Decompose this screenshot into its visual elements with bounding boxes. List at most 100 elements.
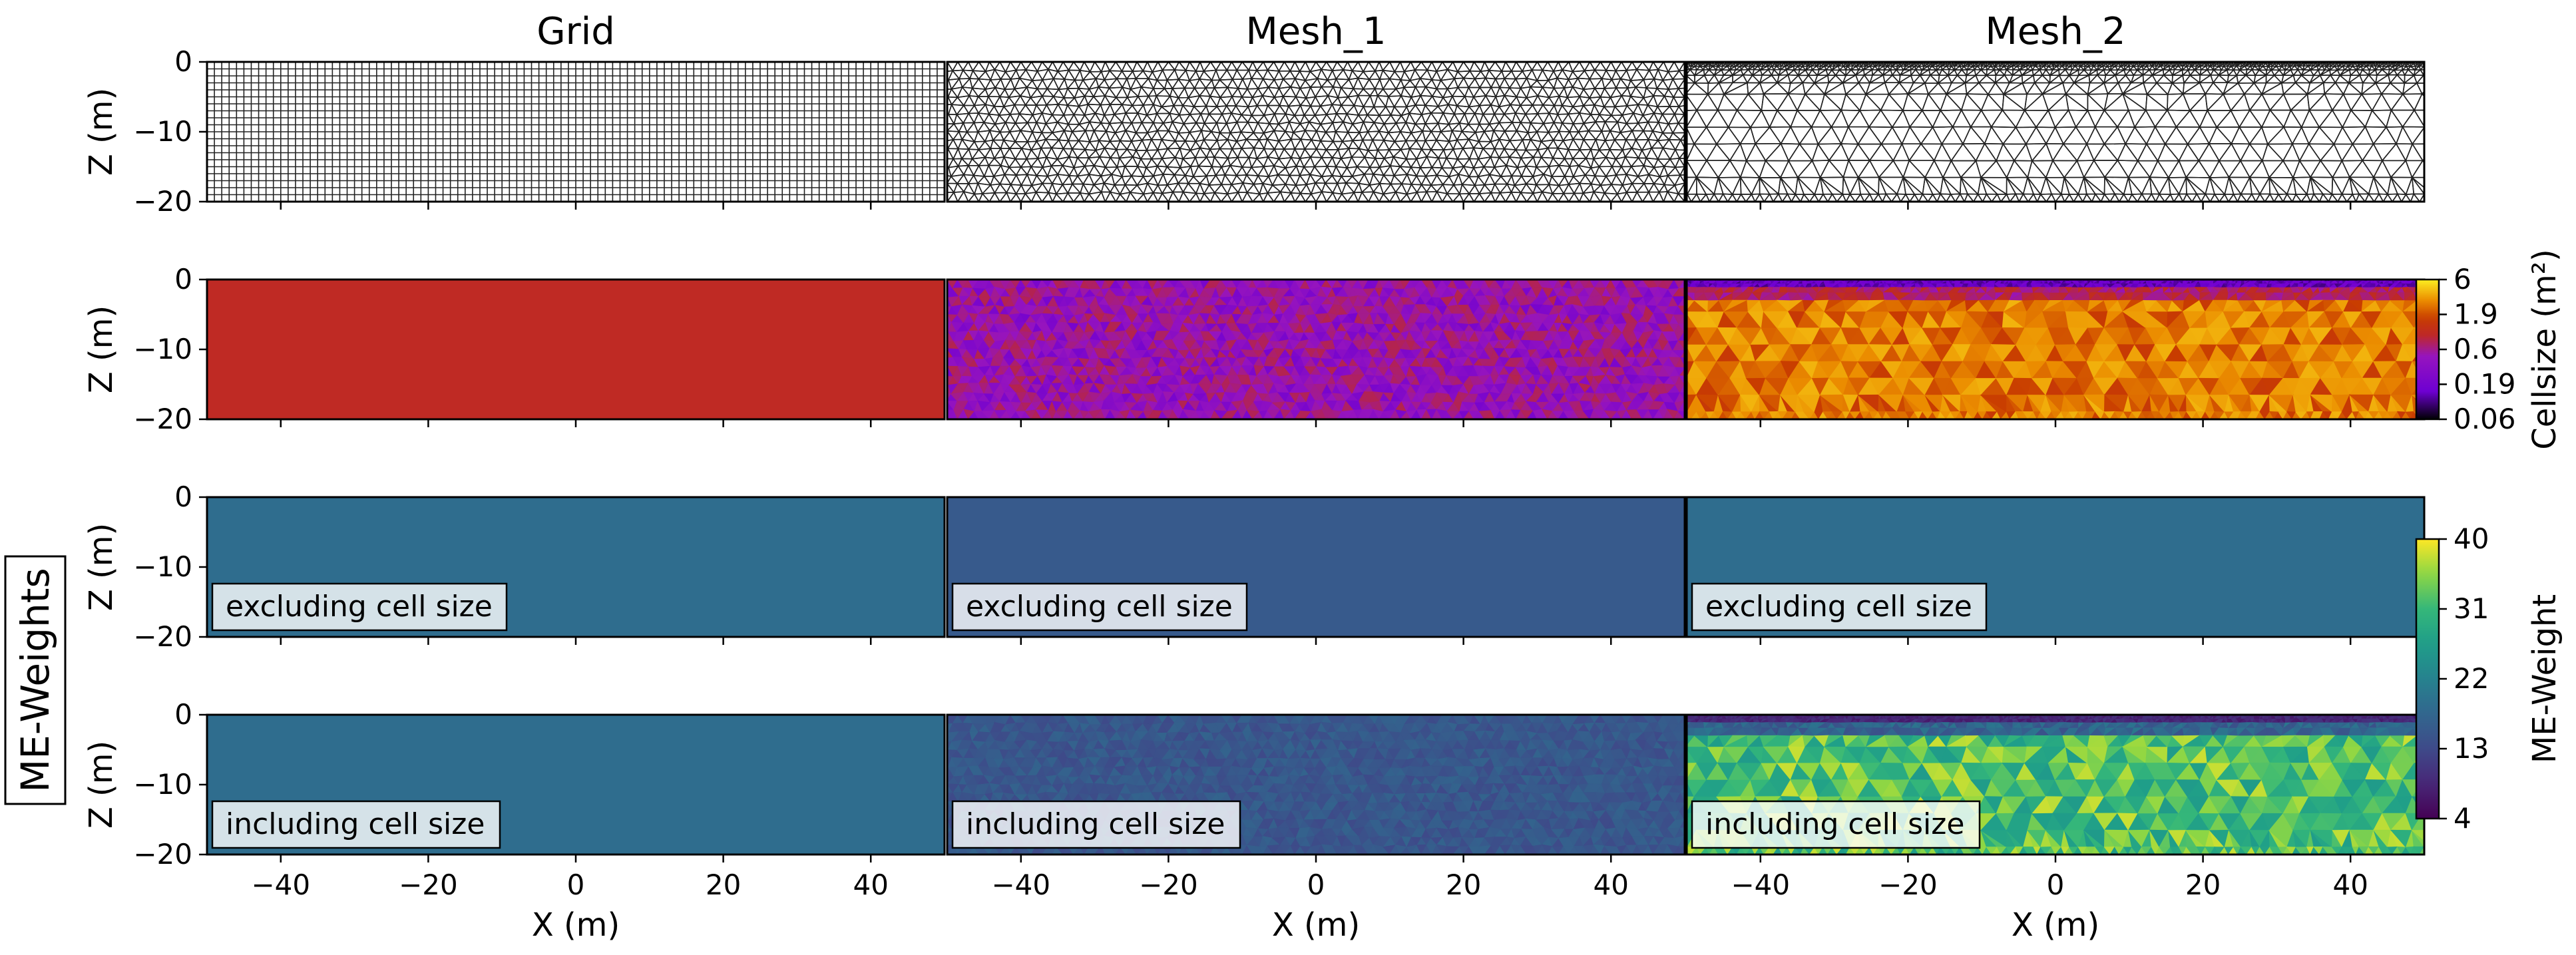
mesh-cell (1044, 132, 1060, 141)
mesh-cell (1594, 62, 1608, 71)
mesh-cell (1715, 126, 1742, 145)
mesh-cell (1189, 113, 1202, 124)
mesh-cell (1253, 138, 1265, 150)
mesh-cell (2077, 69, 2091, 77)
mesh-cell (1642, 69, 1655, 81)
mesh-cell (2436, 144, 2454, 161)
mesh-cell (2272, 69, 2285, 76)
mesh-cell (1209, 62, 1222, 71)
mesh-cell (1902, 159, 1926, 178)
mesh-cell (1362, 88, 1377, 97)
mesh-cell (1382, 191, 1397, 202)
mesh-cell (2195, 193, 2207, 202)
mesh-cell (1605, 62, 1617, 72)
mesh-cell (947, 182, 949, 184)
mesh-cell (1124, 112, 1139, 124)
mesh-cell (992, 174, 1006, 185)
mesh-cell (1796, 93, 1822, 111)
mesh-cell (1064, 79, 1076, 90)
mesh-cell (2273, 193, 2284, 202)
panel-cells-0-2 (1687, 62, 2454, 202)
mesh-cell (1304, 130, 1318, 141)
mesh-cell (984, 69, 996, 81)
mesh-cell (1687, 109, 1708, 128)
mesh-cell (1822, 193, 1833, 202)
mesh-cell (1362, 78, 1377, 90)
mesh-cell (1648, 69, 1659, 81)
mesh-cell (1377, 139, 1391, 151)
mesh-cell (1910, 69, 1922, 77)
mesh-cell (1114, 184, 1126, 196)
mesh-cell (2154, 126, 2177, 145)
mesh-cell (2208, 143, 2233, 162)
mesh-cell (1181, 191, 1197, 202)
mesh-cell (1135, 121, 1149, 134)
mesh-cell (2032, 193, 2041, 202)
mesh-cell (1625, 104, 1639, 114)
mesh-cell (1026, 122, 1038, 134)
mesh-cell (1179, 147, 1191, 160)
mesh-cell (1650, 147, 1664, 160)
mesh-cell (1562, 192, 1576, 202)
mesh-cell (1293, 148, 1306, 160)
mesh-cell (2416, 74, 2424, 84)
mesh-cell (1880, 109, 1904, 128)
mesh-cell (1587, 130, 1603, 140)
mesh-cell (1235, 96, 1249, 108)
mesh-cell (2373, 192, 2384, 202)
mesh-cell (2257, 69, 2267, 77)
mesh-cell (957, 95, 970, 106)
mesh-cell (1887, 81, 1909, 95)
mesh-cell (1562, 138, 1574, 151)
mesh-cell (1003, 174, 1018, 186)
mesh-cell (1390, 114, 1402, 124)
mesh-cell (2411, 143, 2424, 162)
mesh-cell (1116, 70, 1128, 80)
mesh-cell (2282, 82, 2309, 95)
mesh-cell (1856, 143, 1883, 162)
mesh-cell (1337, 87, 1349, 98)
mesh-cell (1241, 88, 1254, 98)
mesh-cell (1325, 62, 1338, 72)
mesh-cell (1509, 104, 1522, 114)
mesh-cell (2368, 193, 2380, 202)
mesh-cell (1614, 62, 1627, 72)
mesh-cell (1531, 69, 1544, 82)
mesh-cell (1335, 166, 1349, 178)
mesh-cell (1960, 93, 1983, 111)
mesh-cell (1990, 126, 2018, 145)
mesh-cell (1927, 82, 1948, 95)
mesh-cell (1630, 165, 1645, 178)
mesh-cell (1568, 182, 1581, 195)
mesh-cell (1598, 156, 1613, 168)
mesh-cell (1305, 182, 1317, 196)
mesh-cell (967, 112, 980, 124)
mesh-cell (981, 192, 996, 202)
mesh-cell (1024, 191, 1037, 202)
mesh-cell (1083, 62, 1096, 73)
mesh-cell (1071, 130, 1087, 142)
mesh-cell (1332, 140, 1344, 151)
mesh-cell (2026, 82, 2044, 95)
mesh-cell (1478, 123, 1491, 133)
mesh-cell (1110, 173, 1124, 186)
mesh-cell (2290, 109, 2310, 128)
mesh-cell (1715, 143, 1741, 162)
mesh-cell (1383, 139, 1396, 151)
mesh-cell (1641, 191, 1654, 202)
mesh-cell (1309, 148, 1323, 158)
mesh-cell (1637, 121, 1649, 132)
mesh-cell (2178, 177, 2187, 195)
mesh-cell (1769, 109, 1792, 128)
mesh-cell (1061, 183, 1074, 194)
mesh-cell (1709, 193, 1719, 202)
mesh-cell (2039, 193, 2053, 202)
mesh-cell (1207, 174, 1223, 186)
mesh-cell (1558, 184, 1570, 195)
mesh-cell (1478, 87, 1492, 97)
mesh-cell (1345, 113, 1360, 125)
mesh-cell (2020, 74, 2036, 84)
mesh-cell (1156, 122, 1170, 132)
mesh-cell (1303, 148, 1318, 158)
mesh-cell (2318, 109, 2344, 128)
